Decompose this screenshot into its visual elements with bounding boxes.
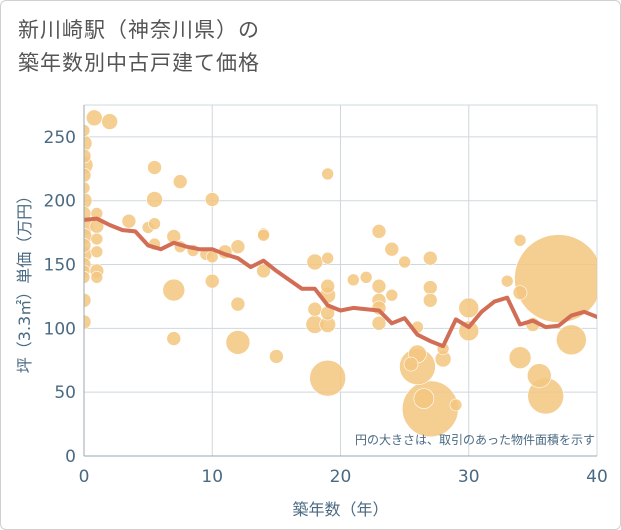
data-point [422,250,438,266]
data-point [230,239,246,254]
x-tick-label: 10 [201,467,223,487]
chart-title: 新川崎駅（神奈川県）の 築年数別中古戸建て価格 [18,14,260,80]
axes [83,105,597,457]
data-point [84,124,91,137]
y-tick-label: 100 [44,319,76,339]
data-point [85,109,103,127]
data-point [513,233,527,247]
data-point [172,174,188,189]
y-tick-label: 250 [44,128,76,148]
title-line-2: 築年数別中古戸建て価格 [18,51,260,75]
y-axis-label: 坪（3.3㎡）単価（万円） [15,188,34,373]
data-point [84,314,92,330]
data-point [230,296,246,312]
x-tick-label: 20 [330,467,352,487]
data-point [403,356,419,372]
x-tick-label: 40 [586,467,608,487]
y-tick-label: 200 [44,192,76,212]
y-tick-label: 0 [65,447,76,467]
x-ticks: 0 10 20 30 40 [79,467,608,487]
data-point [422,280,438,295]
data-point [347,273,360,287]
data-point [371,278,387,294]
bubble-layer [84,109,597,438]
data-point [422,292,438,308]
x-tick-label: 30 [458,467,480,487]
x-axis-label: 築年数（年） [292,500,388,519]
data-point [166,331,182,346]
data-point [512,285,528,300]
data-point [307,301,323,317]
data-point [204,192,220,207]
data-point [269,349,284,364]
data-point [90,271,104,284]
data-point [309,359,346,397]
data-point [90,245,104,259]
data-point [84,192,93,210]
data-point [413,388,435,409]
data-point [147,160,162,175]
data-point [401,380,459,438]
title-line-1: 新川崎駅（神奈川県）の [18,18,260,42]
data-point [146,191,163,208]
data-point [321,251,334,265]
y-tick-label: 50 [54,383,76,403]
data-point [556,324,587,356]
data-point [84,167,92,183]
bubble-size-note: 円の大きさは、取引のあった物件面積を示す [355,432,595,447]
data-point [84,271,91,284]
data-point [449,398,463,412]
data-point [508,346,532,370]
data-point [84,292,92,308]
data-point [101,113,118,130]
data-point [204,273,220,289]
data-point [321,167,334,181]
data-point [384,241,400,257]
series-line-average [84,216,597,349]
y-tick-label: 150 [44,256,76,276]
data-point [306,253,324,271]
data-point [385,288,399,302]
data-point [90,232,104,246]
data-point [500,274,514,288]
data-point [526,363,552,388]
data-point [371,315,387,331]
data-point [84,181,91,195]
data-point [225,330,251,355]
data-point [84,238,92,253]
data-point [257,228,270,242]
data-point [84,148,92,164]
trend-line-layer [84,216,597,349]
y-ticks: 0 50 100 150 200 250 [44,128,76,467]
data-point [359,271,373,284]
data-point [256,263,271,279]
x-tick-label: 0 [79,467,90,487]
data-point [121,213,137,229]
data-point [458,297,480,319]
data-point [84,134,93,152]
data-point [371,224,387,239]
data-point [148,217,161,231]
data-point [162,278,186,302]
data-point [398,255,411,269]
data-point [514,234,597,323]
data-point [320,278,335,294]
